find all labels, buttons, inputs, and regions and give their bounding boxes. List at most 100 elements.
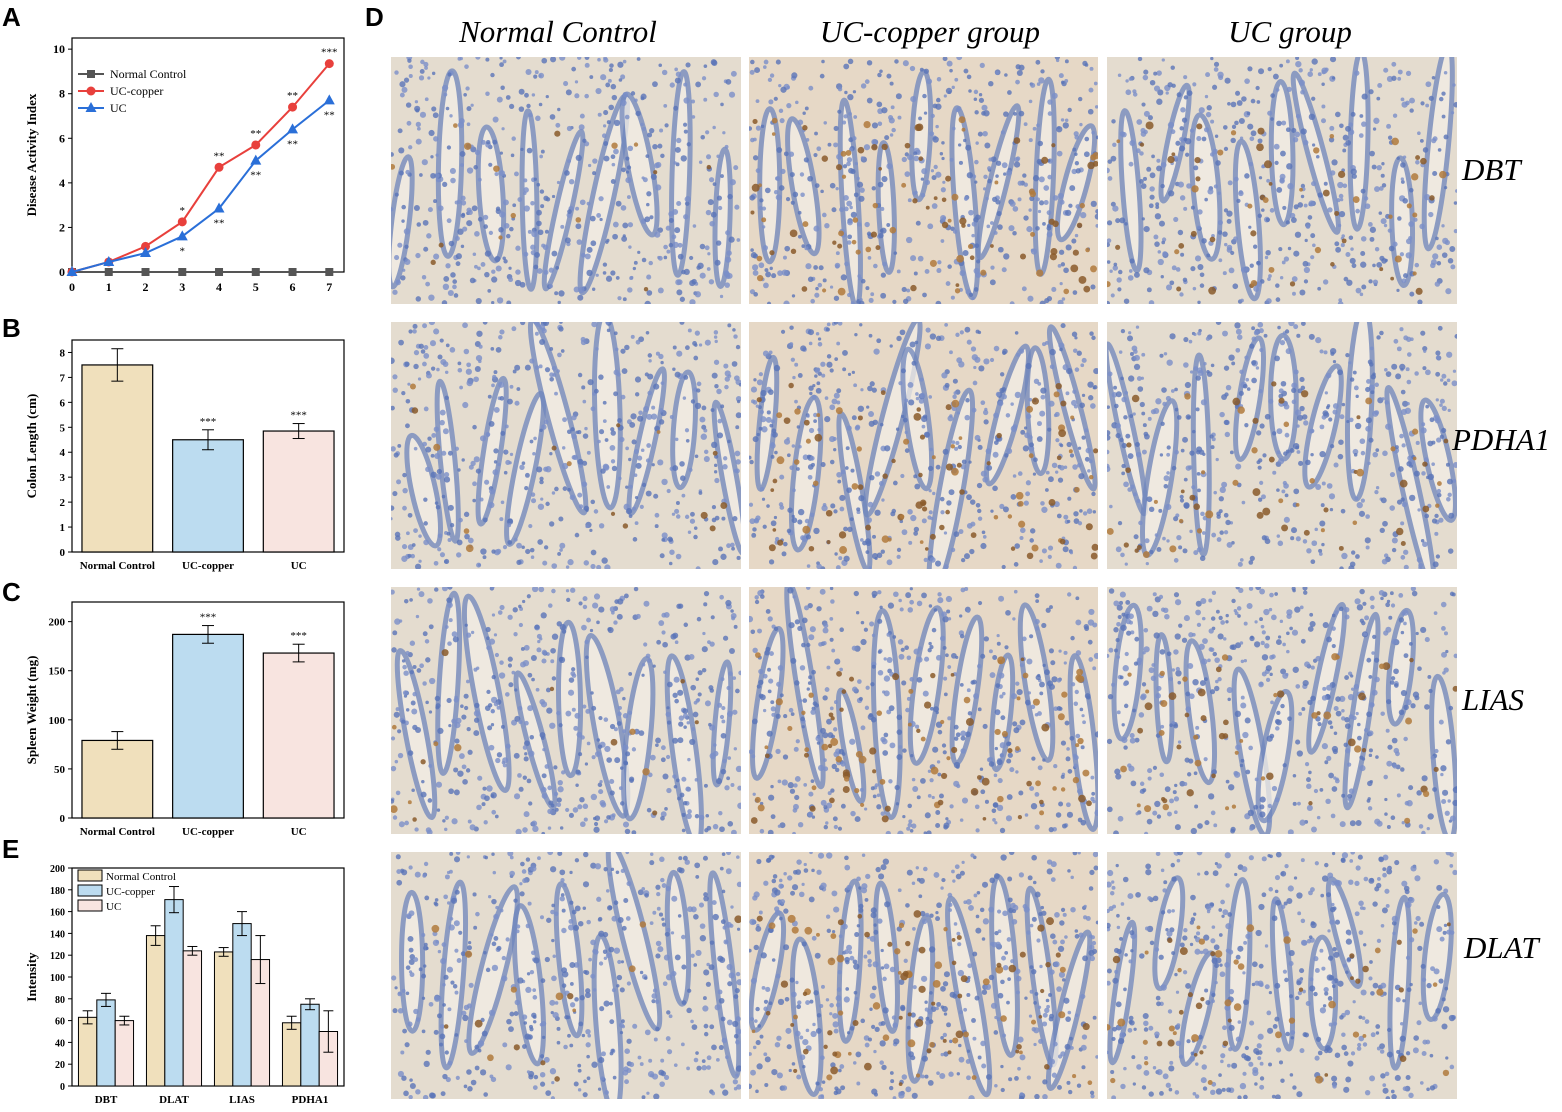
nucleus [802, 698, 808, 703]
nucleus [1418, 563, 1423, 568]
nucleus [954, 77, 959, 82]
nucleus [1014, 543, 1020, 549]
nucleus [1073, 511, 1079, 517]
bar [77, 1016, 98, 1087]
panel-letter-c: C [2, 577, 21, 607]
nucleus [1029, 442, 1034, 448]
dab-stain [967, 243, 974, 250]
nucleus [1196, 136, 1202, 142]
nucleus [598, 196, 604, 202]
nucleus [719, 826, 725, 833]
nucleus [1368, 362, 1374, 367]
nucleus [469, 824, 476, 831]
nucleus [483, 820, 488, 825]
nucleus [950, 547, 956, 553]
nucleus [965, 144, 972, 151]
nucleus [804, 605, 810, 611]
nucleus [943, 692, 948, 697]
nucleus [1339, 197, 1344, 202]
nucleus [820, 462, 826, 468]
nucleus [693, 526, 698, 530]
nucleus [1046, 231, 1053, 238]
nucleus [905, 592, 912, 599]
nucleus [1360, 188, 1366, 194]
nucleus [595, 87, 602, 95]
nucleus [946, 609, 951, 614]
nucleus [1060, 80, 1065, 85]
nucleus [1299, 376, 1305, 383]
dab-stain [1134, 548, 1139, 553]
nucleus [1084, 428, 1089, 433]
nucleus [526, 778, 532, 784]
nucleus [1324, 760, 1329, 765]
nucleus [1390, 815, 1396, 821]
nucleus [1337, 181, 1344, 189]
nucleus [391, 798, 395, 804]
nucleus [941, 743, 947, 748]
nucleus [1443, 134, 1449, 140]
nucleus [952, 394, 957, 400]
nucleus [888, 779, 893, 784]
nucleus [770, 784, 774, 789]
data-point-uc [213, 202, 225, 213]
nucleus [1094, 809, 1098, 817]
nucleus [485, 626, 491, 633]
nucleus [1354, 496, 1359, 501]
nucleus [1012, 230, 1017, 236]
nucleus [650, 413, 658, 420]
nucleus [895, 802, 900, 806]
nucleus [847, 526, 853, 533]
crypt-structure [757, 106, 783, 265]
nucleus [1292, 442, 1300, 450]
nucleus [773, 96, 778, 101]
nucleus [537, 229, 544, 236]
nucleus [943, 824, 949, 830]
nucleus [1188, 693, 1195, 700]
nucleus [719, 594, 724, 600]
nucleus [1441, 114, 1446, 119]
nucleus [909, 828, 914, 833]
nucleus [1435, 350, 1441, 356]
dab-stain [1230, 130, 1237, 136]
nucleus [792, 191, 799, 198]
nucleus [909, 599, 915, 605]
nucleus [398, 147, 405, 154]
nucleus [930, 169, 935, 173]
nucleus [913, 526, 920, 533]
dab-stain [1232, 397, 1241, 406]
nucleus [1256, 460, 1261, 465]
dab-stain [1057, 713, 1065, 721]
nucleus [1388, 615, 1393, 620]
dab-stain [788, 382, 794, 389]
nucleus [749, 194, 756, 201]
nucleus [921, 592, 927, 599]
nucleus [1421, 471, 1426, 476]
dab-stain [908, 688, 914, 694]
nucleus [559, 826, 564, 830]
dab-stain [1271, 381, 1277, 387]
nucleus [711, 60, 718, 66]
nucleus [800, 535, 806, 541]
nucleus [587, 163, 592, 168]
nucleus [923, 431, 930, 438]
nucleus [910, 514, 917, 522]
nucleus [755, 168, 761, 174]
nucleus [1077, 446, 1082, 450]
nucleus [924, 656, 930, 662]
nucleus [613, 620, 618, 625]
nucleus [901, 156, 907, 163]
nucleus [413, 528, 418, 533]
dab-stain [1028, 188, 1035, 195]
nucleus [677, 796, 681, 801]
nucleus [880, 206, 885, 211]
dab-stain [754, 796, 761, 803]
nucleus [866, 517, 872, 523]
bar [81, 364, 154, 553]
nucleus [964, 414, 971, 421]
nucleus [1334, 241, 1340, 247]
nucleus [1261, 208, 1265, 212]
dab-stain [694, 720, 699, 725]
nucleus [984, 799, 989, 804]
nucleus [814, 374, 818, 378]
nucleus [1311, 181, 1317, 187]
